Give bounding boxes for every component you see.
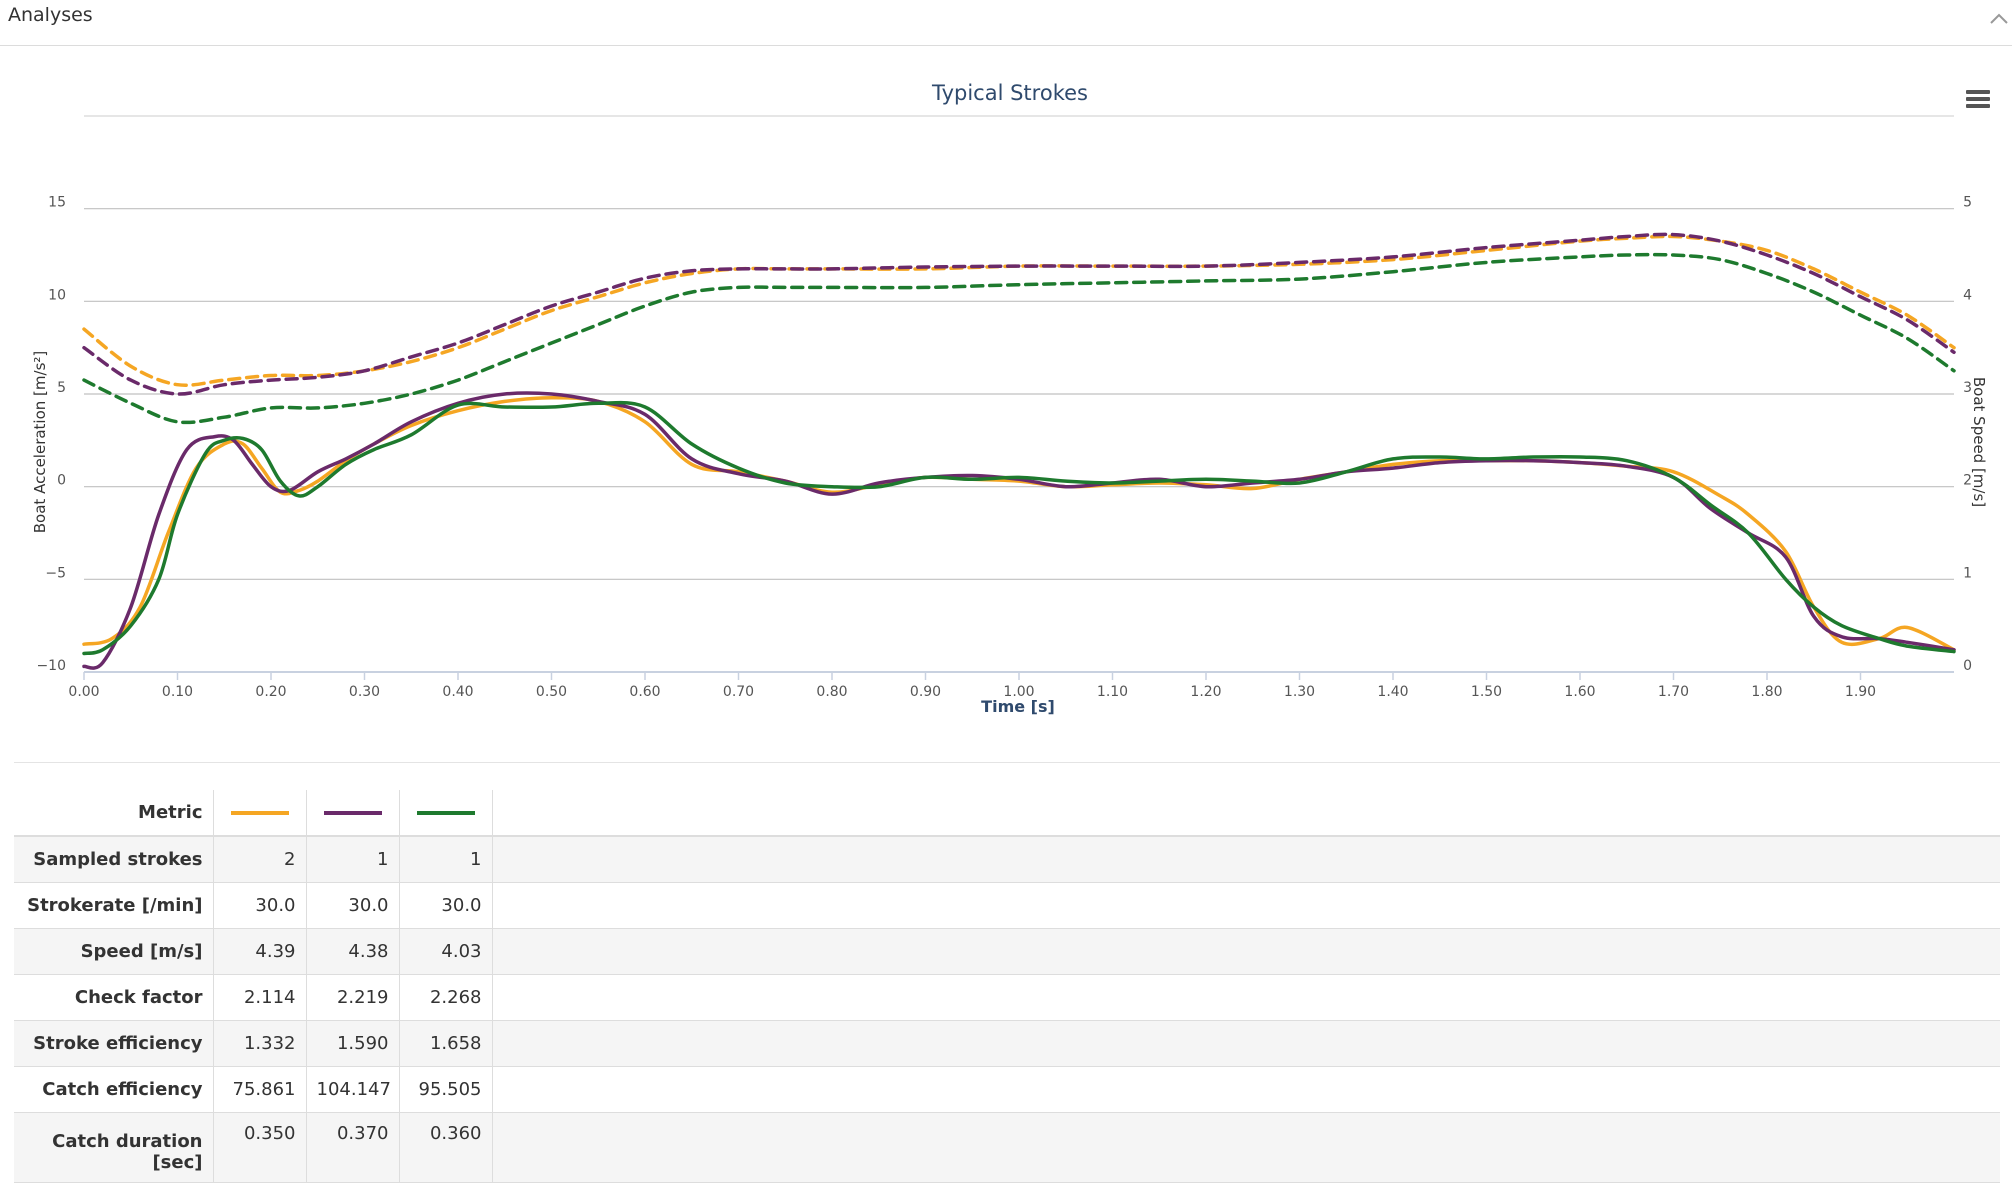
x-tick-label: 1.80: [1751, 684, 1782, 700]
table-row: Speed [m/s] 4.39 4.38 4.03: [14, 928, 2000, 975]
y-right-tick-label: 0: [1963, 658, 1972, 674]
y-right-tick-label: 4: [1963, 287, 1972, 303]
y-left-tick-label: 10: [48, 287, 66, 303]
panel-title: Analyses: [8, 4, 93, 26]
cell-value: 75.861: [213, 1066, 307, 1113]
cell-value: 104.147: [306, 1066, 400, 1113]
x-tick-label: 0.90: [910, 684, 941, 700]
x-tick-label: 1.60: [1564, 684, 1595, 700]
cell-value: 0.370: [306, 1112, 400, 1183]
x-tick-label: 1.50: [1471, 684, 1502, 700]
series-2-line: [82, 391, 1956, 670]
table-header-row: Metric: [14, 790, 2000, 837]
x-tick-label: 1.10: [1097, 684, 1128, 700]
chevron-up-icon[interactable]: [1986, 6, 2012, 32]
y-left-tick-label: 5: [57, 380, 66, 396]
x-tick-label: 0.40: [442, 684, 473, 700]
series-1-speed-line: [82, 234, 1956, 387]
x-tick-label: 1.70: [1658, 684, 1689, 700]
series-swatch-2: [306, 790, 400, 837]
y-right-tick-label: 5: [1963, 195, 1972, 211]
row-label: Sampled strokes: [14, 836, 214, 883]
series-2-speed-line: [82, 232, 1956, 396]
series-3-speed-line: [82, 252, 1956, 425]
table-row: Stroke efficiency 1.332 1.590 1.658: [14, 1020, 2000, 1067]
x-tick-label: 0.10: [162, 684, 193, 700]
x-axis-label: Time [s]: [981, 697, 1055, 716]
metric-header: Metric: [14, 790, 214, 837]
cell-value: 2.114: [213, 974, 307, 1021]
table-row: Check factor 2.114 2.219 2.268: [14, 974, 2000, 1021]
x-tick-label: 1.40: [1377, 684, 1408, 700]
cell-value: 2: [213, 836, 307, 883]
cell-value: 1.658: [399, 1020, 493, 1067]
cell-value: 1: [399, 836, 493, 883]
table-row: Sampled strokes 2 1 1: [14, 836, 2000, 883]
table-row: Catch duration [sec] 0.350 0.370 0.360: [14, 1112, 2000, 1183]
x-tick-label: 0.20: [255, 684, 286, 700]
x-tick-label: 0.30: [349, 684, 380, 700]
x-tick-label: 0.80: [816, 684, 847, 700]
cell-value: 95.505: [399, 1066, 493, 1113]
y-axis-left-label: Boat Acceleration [m/s²]: [31, 351, 49, 533]
row-label: Catch duration [sec]: [14, 1112, 214, 1183]
hamburger-menu-icon[interactable]: [1966, 90, 1990, 108]
cell-value: 4.03: [399, 928, 493, 975]
y-right-tick-label: 2: [1963, 473, 1972, 489]
cell-value: 1.590: [306, 1020, 400, 1067]
cell-value: 4.38: [306, 928, 400, 975]
cell-value: 0.360: [399, 1112, 493, 1183]
table-row: Strokerate [/min] 30.0 30.0 30.0: [14, 882, 2000, 929]
y-axis-right-label: Boat Speed [m/s]: [1970, 377, 1988, 507]
panel-header: Analyses: [0, 0, 2012, 46]
chart-divider: [14, 762, 2000, 763]
cell-value: 30.0: [399, 882, 493, 929]
row-label: Catch efficiency: [14, 1066, 214, 1113]
cell-value: 2.268: [399, 974, 493, 1021]
row-label: Stroke efficiency: [14, 1020, 214, 1067]
row-label: Speed [m/s]: [14, 928, 214, 975]
metrics-table: Metric Sampled strokes 2 1 1 Strokerate …: [14, 790, 2000, 1183]
table-row: Catch efficiency 75.861 104.147 95.505: [14, 1066, 2000, 1113]
series-swatch-1: [213, 790, 307, 837]
y-left-tick-label: 0: [57, 473, 66, 489]
series-1-line: [82, 395, 1956, 652]
x-tick-label: 1.00: [1003, 684, 1034, 700]
x-tick-label: 1.30: [1284, 684, 1315, 700]
x-tick-label: 1.20: [1190, 684, 1221, 700]
y-left-tick-label: −10: [36, 658, 66, 674]
series-3-line: [82, 400, 1956, 656]
x-tick-label: 0.70: [723, 684, 754, 700]
y-right-tick-label: 1: [1963, 565, 1972, 581]
series-swatch-3: [399, 790, 493, 837]
x-tick-label: 0.00: [68, 684, 99, 700]
cell-value: 1.332: [213, 1020, 307, 1067]
cell-value: 30.0: [213, 882, 307, 929]
y-left-tick-label: −5: [45, 565, 66, 581]
row-label: Check factor: [14, 974, 214, 1021]
cell-value: 1: [306, 836, 400, 883]
cell-value: 2.219: [306, 974, 400, 1021]
x-tick-label: 1.90: [1845, 684, 1876, 700]
y-right-tick-label: 3: [1963, 380, 1972, 396]
chart-title: Typical Strokes: [931, 81, 1088, 105]
x-tick-label: 0.60: [629, 684, 660, 700]
x-tick-label: 0.50: [536, 684, 567, 700]
row-label: Strokerate [/min]: [14, 882, 214, 929]
cell-value: 0.350: [213, 1112, 307, 1183]
cell-value: 30.0: [306, 882, 400, 929]
cell-value: 4.39: [213, 928, 307, 975]
y-left-tick-label: 15: [48, 195, 66, 211]
